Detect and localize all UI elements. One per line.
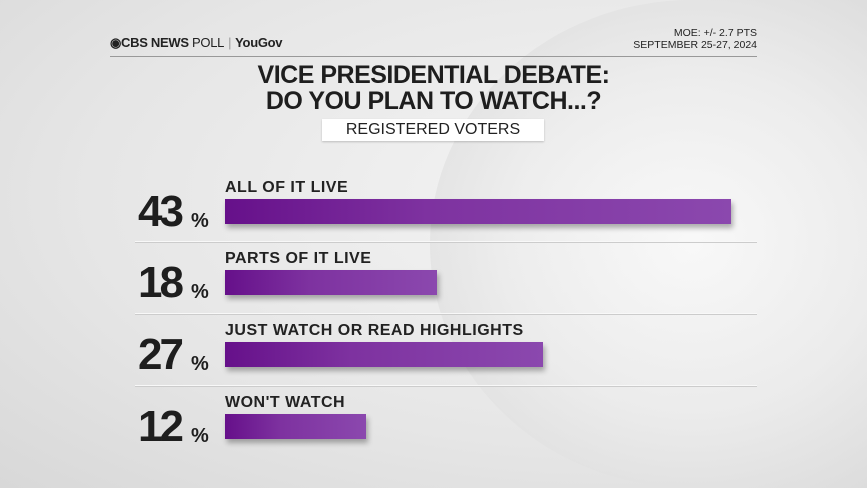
category-label: ALL OF IT LIVE: [225, 179, 349, 196]
row-separator: [135, 313, 757, 314]
bar-row: 12% WON'T WATCH: [135, 385, 757, 463]
bar: [225, 414, 367, 439]
header-rule: [110, 56, 757, 57]
percent-sign: %: [191, 425, 209, 447]
chart-title: VICE PRESIDENTIAL DEBATE: DO YOU PLAN TO …: [0, 62, 867, 114]
brand: CBS NEWS: [121, 35, 189, 50]
value-label: 18: [138, 258, 184, 307]
bar: [225, 270, 437, 295]
category-label: WON'T WATCH: [225, 394, 346, 411]
percent-sign: %: [191, 281, 209, 303]
value-label: 43: [138, 187, 184, 236]
poll-label: POLL: [192, 35, 225, 50]
bar-row: 43% ALL OF IT LIVE: [135, 176, 757, 248]
percent-sign: %: [191, 210, 209, 232]
row-separator: [135, 241, 757, 242]
background-swoosh: [430, 0, 867, 488]
bar-row: 18% PARTS OF IT LIVE: [135, 241, 757, 319]
moe: MOE: +/- 2.7 PTS: [673, 27, 757, 39]
bar: [225, 342, 543, 367]
title-line-2: DO YOU PLAN TO WATCH...?: [265, 87, 602, 115]
value-label: 27: [138, 330, 184, 379]
value-label: 12: [138, 402, 184, 451]
percent-sign: %: [191, 353, 209, 375]
category-label: JUST WATCH OR READ HIGHLIGHTS: [225, 322, 524, 339]
row-separator: [135, 385, 757, 386]
chart-subtitle: REGISTERED VOTERS: [322, 119, 544, 141]
eye-icon: ◉: [110, 35, 122, 50]
partner-logo: YouGov: [235, 35, 283, 50]
category-label: PARTS OF IT LIVE: [225, 250, 372, 267]
poll-meta: MOE: +/- 2.7 PTS SEPTEMBER 25-27, 2024: [633, 27, 757, 51]
bar: [225, 199, 731, 224]
divider: |: [228, 35, 232, 50]
cbs-news-poll-logo: ◉CBS NEWS POLL | YouGov: [110, 35, 283, 51]
title-line-1: VICE PRESIDENTIAL DEBATE:: [257, 61, 610, 89]
poll-dates: SEPTEMBER 25-27, 2024: [633, 39, 757, 51]
bar-row: 27% JUST WATCH OR READ HIGHLIGHTS: [135, 313, 757, 391]
